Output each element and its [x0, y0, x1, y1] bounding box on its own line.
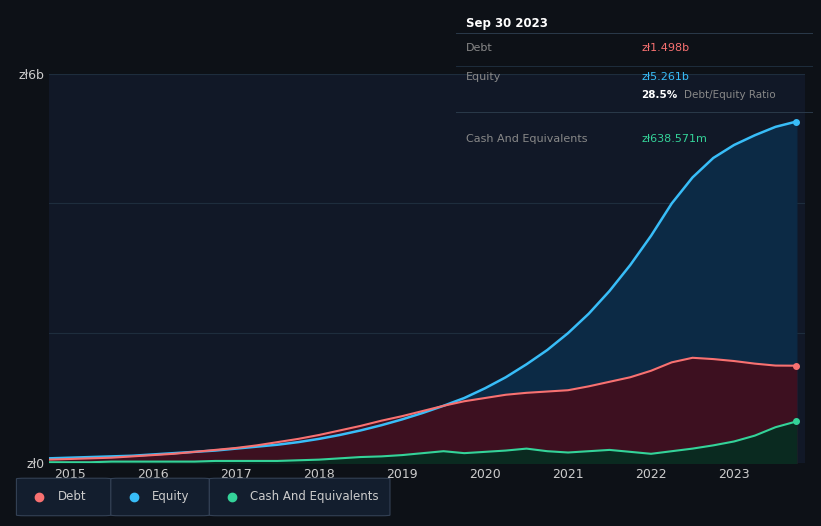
Text: Cash And Equivalents: Cash And Equivalents — [466, 134, 588, 144]
Text: Equity: Equity — [152, 490, 190, 503]
Text: Equity: Equity — [466, 72, 502, 83]
FancyBboxPatch shape — [16, 478, 111, 515]
Text: Debt/Equity Ratio: Debt/Equity Ratio — [684, 89, 776, 100]
Text: zł5.261b: zł5.261b — [641, 72, 690, 83]
Text: Cash And Equivalents: Cash And Equivalents — [250, 490, 379, 503]
Text: 28.5%: 28.5% — [641, 89, 677, 100]
FancyBboxPatch shape — [209, 478, 390, 515]
Text: zł1.498b: zł1.498b — [641, 43, 690, 54]
Text: zł638.571m: zł638.571m — [641, 134, 707, 144]
Text: Debt: Debt — [466, 43, 493, 54]
Text: Sep 30 2023: Sep 30 2023 — [466, 17, 548, 30]
FancyBboxPatch shape — [111, 478, 209, 515]
Text: Debt: Debt — [57, 490, 86, 503]
